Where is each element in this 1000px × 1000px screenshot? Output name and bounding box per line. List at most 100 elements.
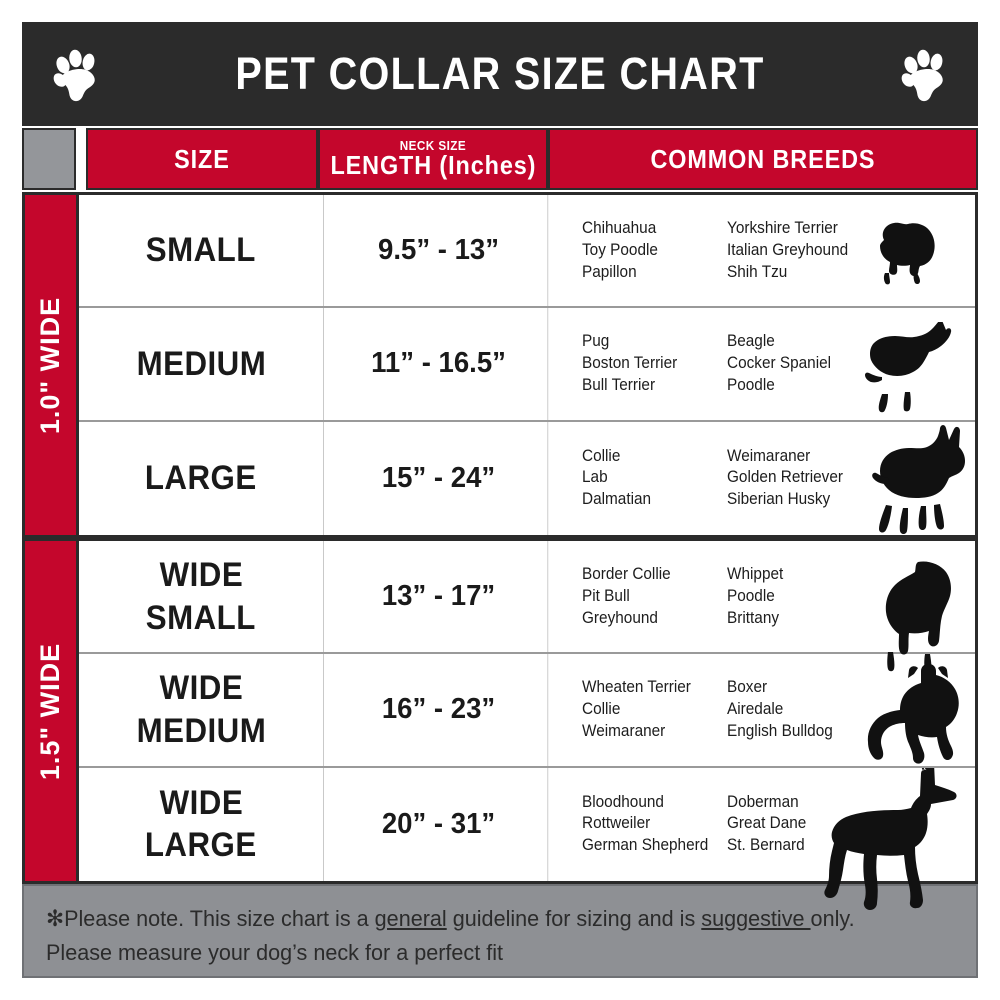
footer-note: ✻Please note. This size chart is a gener… [22,884,978,978]
group-rows: WIDE SMALL 13” - 17” Border Collie Pit B… [76,541,975,881]
breed-name: Doberman [727,792,799,811]
breed-name: German Shepherd [582,836,709,855]
breeds-column-1: Collie Lab Dalmatian [582,446,717,511]
breed-name: Chihuahua [582,219,657,238]
cell-length: 20” - 31” [330,767,549,881]
group-width-label-text: 1.0" WIDE [35,296,65,434]
size-label-2: MEDIUM [136,711,266,750]
breed-name: Bull Terrier [582,375,656,394]
breed-name: Wheaten Terrier [582,678,691,697]
cell-breeds: Pug Boston Terrier Bull Terrier Beagle C… [554,308,975,419]
cell-breeds: Collie Lab Dalmatian Weimaraner Golden R… [554,422,975,535]
group-1-0-wide: 1.0" WIDE SMALL 9.5” - 13” Chihuahua Toy… [22,192,978,538]
cell-length: 11” - 16.5” [330,308,549,420]
column-header-size: SIZE [86,128,318,190]
page-title: PET COLLAR SIZE CHART [235,48,765,99]
breeds-column-2: Boxer Airedale English Bulldog [727,677,880,742]
breed-name: Shih Tzu [727,262,788,281]
footer-underline-suggestive: suggestive [701,906,811,931]
breeds-column-1: Border Collie Pit Bull Greyhound [582,564,717,629]
breed-name: Lab [582,468,608,487]
breed-name: Italian Greyhound [727,240,849,259]
cell-size: MEDIUM [79,308,324,420]
size-label: MEDIUM [136,344,266,383]
footer-underline-general: general [374,906,447,931]
breed-name: Dalmatian [582,490,652,509]
table-header-row: SIZE NECK SIZE LENGTH (Inches) COMMON BR… [22,126,978,192]
paw-print-icon [53,49,95,102]
size-label: WIDE [159,556,243,595]
breed-name: Toy Poodle [582,240,658,259]
breed-name: Siberian Husky [727,490,831,509]
breeds-column-1: Chihuahua Toy Poodle Papillon [582,218,717,283]
breed-name: Great Dane [727,814,807,833]
table-body: 1.0" WIDE SMALL 9.5” - 13” Chihuahua Toy… [22,192,978,884]
breed-name: Whippet [727,565,784,584]
breeds-column-2: Beagle Cocker Spaniel Poodle [727,331,880,396]
paw-print-icon [901,49,943,102]
table-row[interactable]: WIDE SMALL 13” - 17” Border Collie Pit B… [79,541,975,655]
breeds-column-1: Bloodhound Rottweiler German Shepherd [582,792,717,857]
size-label: WIDE [159,669,243,708]
table-row[interactable]: SMALL 9.5” - 13” Chihuahua Toy Poodle Pa… [79,195,975,309]
breeds-column-2: Whippet Poodle Brittany [727,564,880,629]
breed-name: Poodle [727,586,775,605]
cell-breeds: Bloodhound Rottweiler German Shepherd Do… [554,768,975,881]
column-header-breeds: COMMON BREEDS [548,128,978,190]
footer-line-1-part-c: only. [810,906,855,931]
breed-name: Yorkshire Terrier [727,219,838,238]
table-row[interactable]: MEDIUM 11” - 16.5” Pug Boston Terrier Bu… [79,308,975,422]
size-label-2: LARGE [145,826,257,865]
footer-line-1: ✻Please note. This size chart is a gener… [46,902,918,936]
header-corner-cell [22,128,76,190]
group-width-label-1-5: 1.5" WIDE [25,541,76,881]
footer-line-1-part-a: ✻Please note. This size chart is a [46,906,375,931]
footer-line-2: Please measure your dog’s neck for a per… [46,939,504,965]
column-header-length-sublabel: NECK SIZE [399,137,467,153]
breeds-column-2: Doberman Great Dane St. Bernard [727,792,880,857]
breed-name: Bloodhound [582,792,664,811]
breed-name: Border Collie [582,565,671,584]
chart-title-bar: PET COLLAR SIZE CHART [22,22,978,126]
breed-name: Collie [582,446,621,465]
table-row[interactable]: WIDE LARGE 20” - 31” Bloodhound Rottweil… [79,767,975,881]
breed-name: Rottweiler [582,814,651,833]
breed-name: Poodle [727,375,775,394]
breed-name: English Bulldog [727,721,833,740]
cell-breeds: Chihuahua Toy Poodle Papillon Yorkshire … [554,195,975,306]
breed-name: Weimaraner [582,721,666,740]
column-header-length: NECK SIZE LENGTH (Inches) [318,128,548,190]
column-header-size-label: SIZE [174,143,230,174]
footer-line-1-part-b: guideline for sizing and is [446,906,702,931]
size-label: LARGE [145,459,257,498]
breeds-column-2: Yorkshire Terrier Italian Greyhound Shih… [727,218,880,283]
column-header-breeds-label: COMMON BREEDS [650,143,876,174]
cell-length: 16” - 23” [330,654,549,766]
pet-collar-size-chart: PET COLLAR SIZE CHART SIZE NECK SIZE LEN… [22,22,978,978]
breed-name: Weimaraner [727,446,811,465]
group-rows: SMALL 9.5” - 13” Chihuahua Toy Poodle Pa… [76,195,975,535]
cell-size: LARGE [79,421,324,535]
cell-size: WIDE SMALL [79,541,324,653]
cell-length: 13” - 17” [330,541,549,653]
breed-name: Papillon [582,262,637,281]
size-label: SMALL [145,231,257,270]
breed-name: Pug [582,332,610,351]
cell-breeds: Wheaten Terrier Collie Weimaraner Boxer … [554,654,975,765]
breed-name: Greyhound [582,608,658,627]
breed-name: Beagle [727,332,775,351]
breed-name: Pit Bull [582,586,630,605]
cell-length: 15” - 24” [330,421,549,535]
breed-name: Boston Terrier [582,354,678,373]
breed-name: Cocker Spaniel [727,354,832,373]
table-row[interactable]: LARGE 15” - 24” Collie Lab Dalmatian Wei… [79,421,975,535]
cell-length: 9.5” - 13” [330,195,549,307]
cell-size: WIDE LARGE [79,767,324,881]
breeds-column-1: Wheaten Terrier Collie Weimaraner [582,677,717,742]
breed-name: Golden Retriever [727,468,844,487]
table-row[interactable]: WIDE MEDIUM 16” - 23” Wheaten Terrier Co… [79,654,975,768]
breeds-column-1: Pug Boston Terrier Bull Terrier [582,331,717,396]
column-header-length-label: LENGTH (Inches) [330,149,536,180]
breed-name: Collie [582,700,621,719]
cell-breeds: Border Collie Pit Bull Greyhound Whippet… [554,541,975,652]
